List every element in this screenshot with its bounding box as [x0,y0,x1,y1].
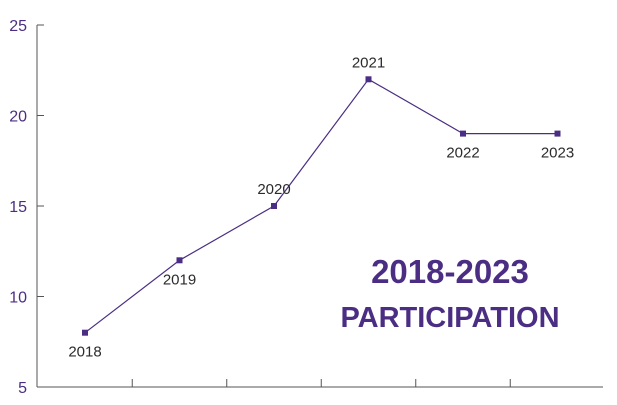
chart-subtitle: PARTICIPATION [340,302,559,334]
chart-title: 2018-2023 [371,253,529,290]
y-tick-label: 10 [9,290,27,307]
data-point [365,76,372,83]
data-point [176,257,183,264]
point-label: 2019 [163,271,196,288]
y-tick-label: 25 [9,18,27,35]
data-point [82,329,88,336]
series-line [84,78,558,334]
point-label: 2023 [541,145,574,162]
data-point [271,203,277,209]
point-label: 2018 [68,344,101,361]
y-tick-label: 5 [18,380,27,397]
y-tick-label: 20 [9,109,27,126]
data-point [554,130,561,137]
series-group: 2018 2019 2020 2021 2022 2023 [68,54,574,360]
point-label: 2021 [352,54,385,71]
point-label: 2020 [257,181,290,198]
data-point [460,130,466,137]
y-tick-label: 15 [9,199,27,216]
axes: 5 10 15 20 25 [9,18,603,397]
point-label: 2022 [446,145,479,162]
